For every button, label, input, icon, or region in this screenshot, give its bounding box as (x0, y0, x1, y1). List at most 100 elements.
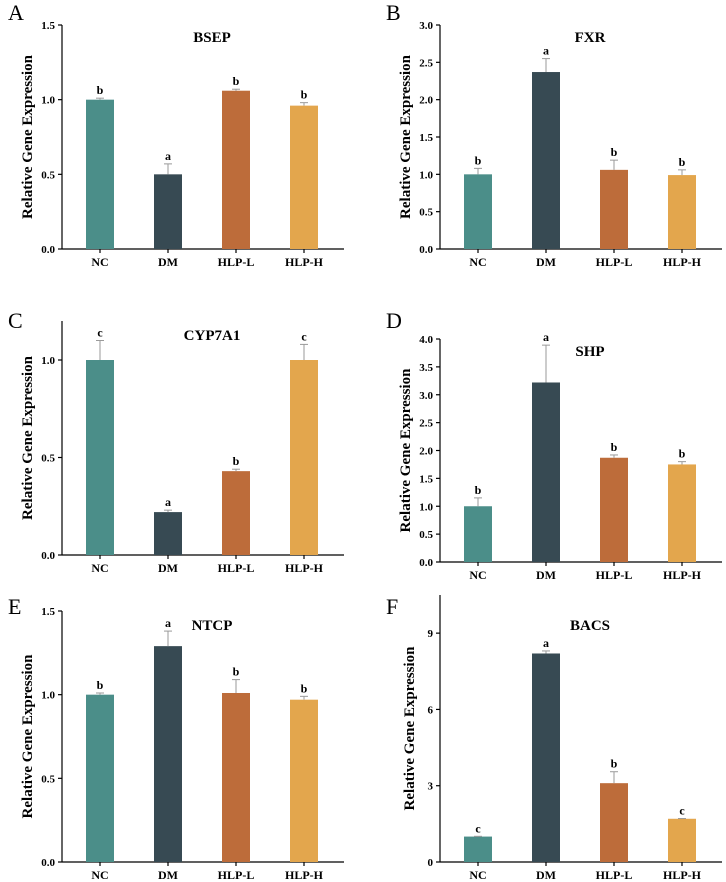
significance-label: c (475, 821, 481, 835)
significance-label: b (475, 483, 482, 497)
y-tick-label: 2.5 (419, 418, 433, 430)
bar-hlp-l (600, 783, 628, 862)
y-tick-label: 3 (428, 781, 434, 793)
y-tick-label: 0.0 (41, 857, 55, 869)
chart-title: NTCP (192, 618, 233, 634)
significance-label: b (611, 440, 618, 454)
x-tick-label: NC (469, 568, 486, 582)
y-axis-label: Relative Gene Expression (398, 368, 414, 533)
x-tick-label: NC (91, 255, 108, 269)
bar-hlp-l (222, 471, 250, 555)
chart-title: SHP (575, 344, 604, 360)
bar-dm (532, 382, 560, 562)
bar-hlp-h (290, 105, 318, 249)
y-tick-label: 0.5 (41, 453, 55, 465)
bar-hlp-h (668, 818, 696, 862)
chart-title: BACS (570, 618, 610, 634)
bar-hlp-h (668, 175, 696, 249)
y-tick-label: 0 (428, 857, 434, 869)
y-tick-label: 0.0 (41, 550, 55, 562)
bar-nc (464, 174, 492, 249)
y-tick-label: 0.5 (419, 529, 433, 541)
panel-letter: A (8, 0, 24, 25)
significance-label: b (301, 681, 308, 695)
bar-dm (532, 653, 560, 862)
significance-label: b (611, 145, 618, 159)
x-tick-label: NC (91, 561, 108, 575)
panel-d: D SHP Relative Gene Expression 0.0 0.5 1.0 1.5… (386, 308, 722, 582)
y-tick-label: 3.5 (419, 362, 433, 374)
y-tick-label: 1.0 (419, 501, 433, 513)
y-tick-label: 4.0 (419, 334, 433, 346)
bar-hlp-l (600, 457, 628, 562)
significance-label: c (301, 329, 307, 343)
y-axis-label: Relative Gene Expression (402, 646, 418, 811)
significance-label: a (543, 44, 549, 58)
bar-hlp-l (222, 692, 250, 862)
significance-label: b (97, 83, 104, 97)
panel-letter: B (386, 0, 401, 25)
bar-hlp-l (222, 90, 250, 249)
significance-label: b (233, 454, 240, 468)
panel-letter: E (8, 594, 21, 619)
x-tick-label: HLP-L (218, 868, 255, 882)
y-tick-label: 0.0 (419, 244, 433, 256)
y-tick-label: 3.0 (419, 390, 433, 402)
y-tick-label: 0.0 (41, 244, 55, 256)
panel-c: C CYP7A1 Relative Gene Expression 0.0 0.5 1.0… (8, 308, 344, 575)
y-tick-label: 2.5 (419, 57, 433, 69)
significance-label: b (679, 447, 686, 461)
significance-label: b (97, 678, 104, 692)
y-tick-label: 0.5 (41, 169, 55, 181)
panel-letter: C (8, 308, 23, 333)
significance-label: b (679, 155, 686, 169)
x-tick-label: HLP-L (596, 255, 633, 269)
panel-a: A BSEP Relative Gene Expression 0.0 0.5 1.0 1.… (8, 0, 344, 269)
bar-nc (86, 99, 114, 250)
x-tick-label: NC (91, 868, 108, 882)
bar-dm (154, 512, 182, 555)
y-tick-label: 6 (428, 704, 434, 716)
significance-label: b (475, 153, 482, 167)
bar-nc (86, 360, 114, 555)
y-tick-label: 2.0 (419, 95, 433, 107)
bar-dm (532, 72, 560, 249)
panel-b: B FXR Relative Gene Expression 0.0 0.5 1.0 1.5… (386, 0, 722, 269)
y-tick-label: 0.0 (419, 557, 433, 569)
y-tick-label: 0.5 (41, 773, 55, 785)
x-tick-label: HLP-L (218, 255, 255, 269)
y-tick-label: 1.5 (419, 473, 433, 485)
panel-f: F BACS Relative Gene Expression 0 3 6 9 c NC a DM b… (386, 594, 722, 882)
panel-letter: F (386, 594, 398, 619)
significance-label: c (679, 804, 685, 818)
y-tick-label: 1.5 (419, 132, 433, 144)
y-axis-label: Relative Gene Expression (20, 355, 36, 520)
x-tick-label: HLP-H (285, 561, 324, 575)
bar-nc (464, 836, 492, 862)
chart-title: FXR (575, 30, 606, 46)
y-axis-label: Relative Gene Expression (20, 54, 36, 219)
x-tick-label: HLP-L (596, 568, 633, 582)
chart-title: BSEP (193, 30, 231, 46)
x-tick-label: HLP-L (596, 868, 633, 882)
y-tick-label: 1.5 (41, 20, 55, 32)
significance-label: a (543, 636, 549, 650)
x-tick-label: HLP-H (663, 568, 702, 582)
bar-dm (154, 174, 182, 249)
bar-hlp-h (290, 699, 318, 862)
x-tick-label: NC (469, 868, 486, 882)
significance-label: c (97, 326, 103, 340)
x-tick-label: DM (158, 868, 178, 882)
significance-label: b (611, 757, 618, 771)
x-tick-label: DM (536, 255, 556, 269)
x-tick-label: HLP-H (663, 868, 702, 882)
y-tick-label: 1.0 (41, 355, 55, 367)
significance-label: b (233, 74, 240, 88)
bar-hlp-h (668, 464, 696, 562)
x-tick-label: HLP-H (285, 868, 324, 882)
x-tick-label: DM (158, 561, 178, 575)
y-tick-label: 0.5 (419, 207, 433, 219)
y-axis-label: Relative Gene Expression (20, 654, 36, 819)
x-tick-label: DM (536, 868, 556, 882)
